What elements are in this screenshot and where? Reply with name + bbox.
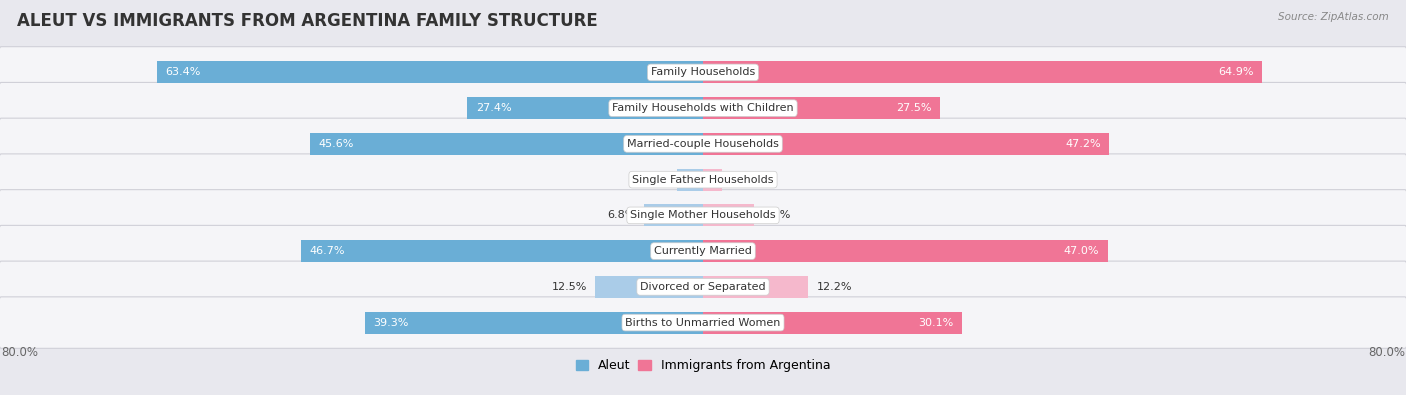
Text: 3.0%: 3.0%: [640, 175, 669, 184]
Bar: [703, 312, 962, 334]
Text: 27.5%: 27.5%: [896, 103, 931, 113]
Text: Currently Married: Currently Married: [654, 246, 752, 256]
Text: 6.8%: 6.8%: [607, 211, 636, 220]
Bar: [311, 133, 703, 155]
Bar: [678, 169, 703, 191]
Bar: [301, 240, 703, 262]
FancyBboxPatch shape: [0, 297, 1406, 348]
Text: Source: ZipAtlas.com: Source: ZipAtlas.com: [1278, 12, 1389, 22]
Text: 46.7%: 46.7%: [309, 246, 344, 256]
Text: 39.3%: 39.3%: [373, 318, 409, 327]
FancyBboxPatch shape: [0, 190, 1406, 241]
Bar: [703, 133, 1109, 155]
FancyBboxPatch shape: [0, 83, 1406, 134]
Bar: [703, 204, 754, 226]
Text: 45.6%: 45.6%: [319, 139, 354, 149]
Bar: [703, 276, 808, 298]
Bar: [467, 97, 703, 119]
FancyBboxPatch shape: [0, 226, 1406, 277]
Text: 27.4%: 27.4%: [475, 103, 512, 113]
Text: Births to Unmarried Women: Births to Unmarried Women: [626, 318, 780, 327]
Text: 5.9%: 5.9%: [762, 211, 790, 220]
FancyBboxPatch shape: [0, 47, 1406, 98]
FancyBboxPatch shape: [0, 261, 1406, 312]
Text: 80.0%: 80.0%: [1, 346, 38, 359]
Bar: [595, 276, 703, 298]
Text: 12.2%: 12.2%: [817, 282, 852, 292]
Bar: [644, 204, 703, 226]
Text: Family Households with Children: Family Households with Children: [612, 103, 794, 113]
Text: 63.4%: 63.4%: [166, 68, 201, 77]
Text: Single Father Households: Single Father Households: [633, 175, 773, 184]
Text: ALEUT VS IMMIGRANTS FROM ARGENTINA FAMILY STRUCTURE: ALEUT VS IMMIGRANTS FROM ARGENTINA FAMIL…: [17, 12, 598, 30]
Text: Single Mother Households: Single Mother Households: [630, 211, 776, 220]
Text: 80.0%: 80.0%: [1368, 346, 1405, 359]
Legend: Aleut, Immigrants from Argentina: Aleut, Immigrants from Argentina: [571, 354, 835, 377]
Text: 64.9%: 64.9%: [1218, 68, 1253, 77]
FancyBboxPatch shape: [0, 154, 1406, 205]
Bar: [703, 240, 1108, 262]
Bar: [703, 61, 1263, 83]
Text: Married-couple Households: Married-couple Households: [627, 139, 779, 149]
Text: 30.1%: 30.1%: [918, 318, 953, 327]
Bar: [364, 312, 703, 334]
Text: 2.2%: 2.2%: [731, 175, 759, 184]
Bar: [703, 169, 721, 191]
Text: Divorced or Separated: Divorced or Separated: [640, 282, 766, 292]
Bar: [157, 61, 703, 83]
Text: 47.0%: 47.0%: [1064, 246, 1099, 256]
Text: 12.5%: 12.5%: [551, 282, 586, 292]
Text: 47.2%: 47.2%: [1066, 139, 1101, 149]
FancyBboxPatch shape: [0, 118, 1406, 169]
Text: Family Households: Family Households: [651, 68, 755, 77]
Bar: [703, 97, 939, 119]
